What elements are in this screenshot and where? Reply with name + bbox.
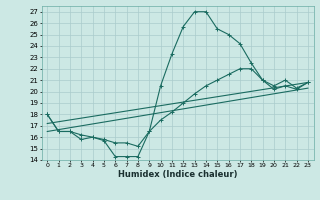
X-axis label: Humidex (Indice chaleur): Humidex (Indice chaleur) xyxy=(118,170,237,179)
